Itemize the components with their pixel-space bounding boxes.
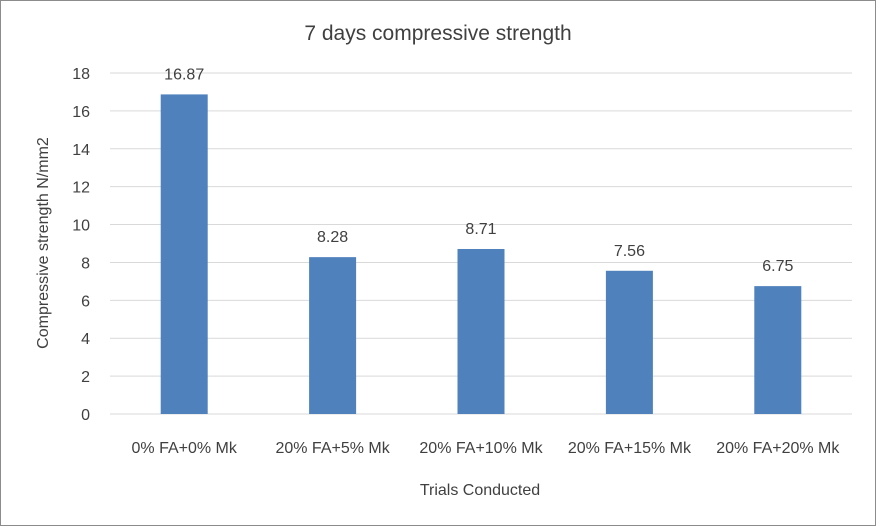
bar [605,270,653,414]
y-tick-labels: 0 2 4 6 8 10 12 14 16 18 [72,66,90,424]
bar [457,248,505,414]
x-axis-title: Trials Conducted [420,482,540,499]
x-tick-label: 0% FA+0% Mk [132,440,238,457]
y-tick-label: 12 [72,180,90,197]
chart-title: 7 days compressive strength [304,22,571,45]
y-tick-label: 10 [72,218,90,235]
y-tick-label: 2 [81,369,90,386]
x-tick-label: 20% FA+10% Mk [419,440,543,457]
y-tick-label: 8 [81,255,90,272]
x-tick-label: 20% FA+15% Mk [568,440,692,457]
data-label: 6.75 [762,258,793,275]
bars [160,94,802,414]
y-axis-title: Compressive strength N/mm2 [35,137,52,349]
y-tick-label: 6 [81,293,90,310]
x-tick-labels: 0% FA+0% Mk 20% FA+5% Mk 20% FA+10% Mk 20% … [132,440,841,457]
y-tick-label: 0 [81,407,90,424]
data-label: 16.87 [164,66,204,83]
y-tick-label: 18 [72,66,90,83]
data-label: 8.71 [465,221,496,238]
gridlines [110,72,852,415]
x-tick-label: 20% FA+5% Mk [275,440,390,457]
data-label: 8.28 [317,229,348,246]
y-tick-label: 4 [81,331,90,348]
bar [309,257,357,414]
y-tick-label: 16 [72,104,90,121]
bar [160,94,208,414]
data-labels: 16.87 8.28 8.71 7.56 6.75 [164,66,793,275]
data-label: 7.56 [614,243,645,260]
bar [754,286,802,414]
x-tick-label: 20% FA+20% Mk [716,440,840,457]
y-tick-label: 14 [72,142,90,159]
